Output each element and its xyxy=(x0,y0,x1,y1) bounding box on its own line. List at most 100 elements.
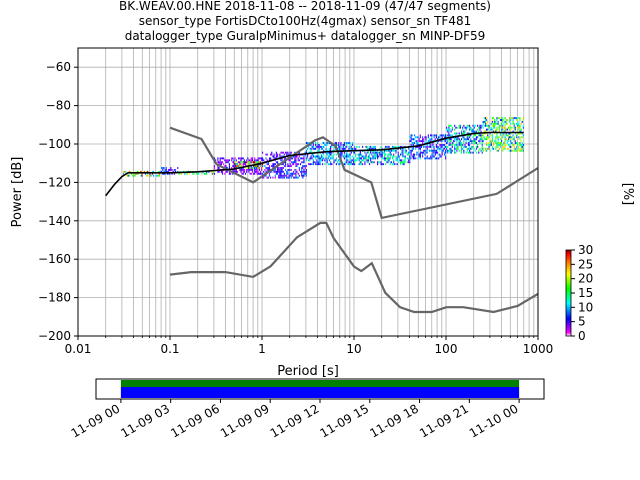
pdf-cell xyxy=(127,174,129,177)
pdf-cell xyxy=(347,163,349,166)
pdf-cell xyxy=(520,147,522,150)
pdf-cell xyxy=(281,159,283,162)
pdf-cell xyxy=(419,145,421,148)
psd-plot-area: 0.01 0.1 1 10 100 1000 −200−180−160−140−120−1… xyxy=(10,47,553,379)
pdf-cell xyxy=(234,170,236,173)
pdf-cell xyxy=(427,157,429,160)
pdf-cell xyxy=(464,138,466,141)
pdf-cell xyxy=(156,174,158,177)
pdf-cell xyxy=(346,153,348,156)
pdf-cell xyxy=(501,128,503,131)
pdf-cell xyxy=(330,153,332,156)
pdf-cell xyxy=(367,159,369,162)
pdf-cell xyxy=(343,151,345,154)
pdf-cell xyxy=(340,153,342,156)
timeline-tick-label: 11-09 03 xyxy=(118,401,172,440)
pdf-cell xyxy=(486,119,488,121)
pdf-cell xyxy=(513,138,515,141)
pdf-cell xyxy=(301,174,303,177)
pdf-cell xyxy=(506,134,508,137)
pdf-cell xyxy=(422,142,424,144)
pdf-cell xyxy=(446,147,448,150)
pdf-cell xyxy=(488,124,490,127)
pdf-cell xyxy=(218,161,220,164)
pdf-cell xyxy=(289,163,291,166)
pdf-cell xyxy=(509,136,511,139)
pdf-cell xyxy=(394,149,396,152)
pdf-cell xyxy=(456,136,458,139)
pdf-cell xyxy=(169,168,171,171)
pdf-cell xyxy=(397,161,399,164)
pdf-cell xyxy=(355,153,357,156)
pdf-cell xyxy=(496,149,498,152)
pdf-cell xyxy=(515,119,518,121)
pdf-cell xyxy=(147,170,149,173)
pdf-cell xyxy=(305,168,307,171)
pdf-cell xyxy=(430,140,432,143)
pdf-cell xyxy=(286,172,288,175)
pdf-cell xyxy=(387,157,389,160)
pdf-cell xyxy=(383,149,386,152)
pdf-cell xyxy=(304,167,306,169)
pdf-cell xyxy=(327,142,329,144)
pdf-cell xyxy=(315,144,317,146)
pdf-cell xyxy=(486,144,488,146)
pdf-cell xyxy=(381,163,383,166)
pdf-cell xyxy=(434,138,436,141)
pdf-cell xyxy=(459,142,461,144)
pdf-cell xyxy=(475,145,478,148)
pdf-cell xyxy=(128,174,130,177)
pdf-cell xyxy=(410,149,412,152)
pdf-cell xyxy=(487,132,489,135)
pdf-cell xyxy=(521,120,523,123)
pdf-cell xyxy=(418,145,420,148)
pdf-cell xyxy=(331,153,333,156)
pdf-cell xyxy=(274,157,276,160)
pdf-cell xyxy=(325,144,327,146)
pdf-cell xyxy=(335,157,337,160)
pdf-cell xyxy=(358,155,360,158)
pdf-cell xyxy=(291,172,294,175)
pdf-cell xyxy=(344,155,347,158)
pdf-cell xyxy=(423,151,425,154)
pdf-cell xyxy=(255,165,257,168)
pdf-cell xyxy=(262,159,264,162)
pdf-cell xyxy=(417,144,419,146)
pdf-cell xyxy=(280,159,282,162)
pdf-cell xyxy=(291,163,294,166)
timeline-tick-label: 11-09 06 xyxy=(168,401,222,440)
pdf-cell xyxy=(439,147,441,150)
pdf-cell xyxy=(440,155,442,158)
pdf-cell xyxy=(282,163,284,166)
pdf-cell xyxy=(242,168,244,171)
pdf-cell xyxy=(504,147,506,150)
pdf-cell xyxy=(242,170,244,173)
pdf-cell xyxy=(491,140,493,143)
pdf-cell xyxy=(511,117,513,120)
pdf-cell xyxy=(371,161,373,164)
pdf-cell xyxy=(265,167,267,169)
colorbar-tick-label: 10 xyxy=(578,300,593,314)
pdf-cell xyxy=(492,144,495,146)
pdf-cell xyxy=(419,153,421,156)
pdf-cell xyxy=(380,155,382,158)
pdf-cell xyxy=(470,134,472,137)
pdf-cell xyxy=(469,144,471,146)
pdf-cell xyxy=(467,134,469,137)
pdf-cell xyxy=(487,134,489,137)
pdf-cell xyxy=(220,170,222,173)
pdf-cell xyxy=(321,142,324,144)
pdf-cell xyxy=(494,140,496,143)
pdf-cell xyxy=(232,157,234,160)
pdf-cell xyxy=(490,140,492,143)
pdf-cell xyxy=(486,147,488,150)
pdf-cell xyxy=(465,140,467,143)
pdf-cell xyxy=(480,138,482,141)
pdf-cell xyxy=(473,147,475,150)
pdf-cell xyxy=(275,155,277,158)
pdf-cell xyxy=(295,161,297,164)
pdf-cell xyxy=(270,157,272,160)
pdf-cell xyxy=(255,167,257,169)
timeline-tick-label: 11-09 09 xyxy=(218,401,272,440)
pdf-cell xyxy=(235,165,237,168)
